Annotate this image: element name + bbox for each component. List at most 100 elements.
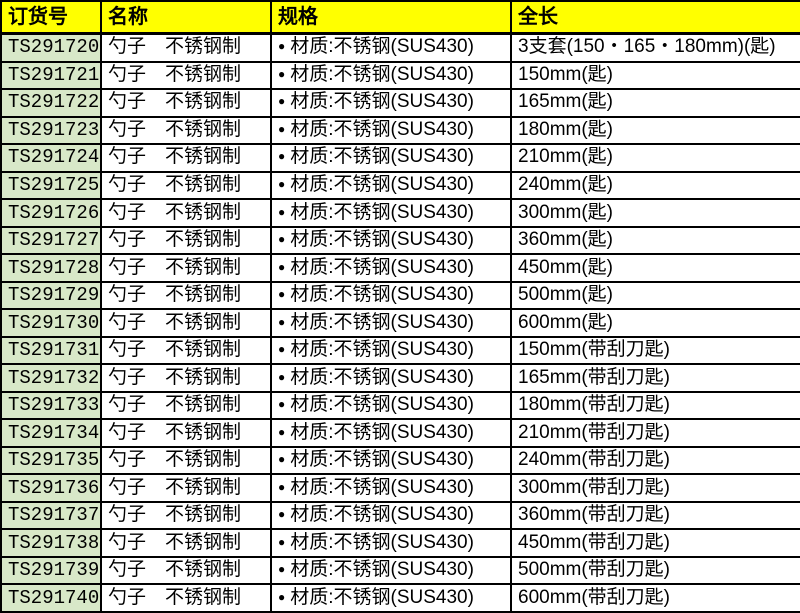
order-number-cell[interactable]: TS291728 [0,253,102,283]
order-number-cell[interactable]: TS291736 [0,473,102,503]
length-cell[interactable]: 500mm(匙) [510,280,800,311]
order-number-cell[interactable]: TS291722 [0,88,102,118]
spec-cell[interactable]: ● 材质:不锈钢(SUS430) [270,308,512,338]
spec-cell[interactable]: ● 材质:不锈钢(SUS430) [270,225,512,256]
product-name-cell[interactable]: 勺子 不锈钢制 [100,473,272,503]
order-number-cell[interactable]: TS291725 [0,170,102,201]
length-cell[interactable]: 180mm(匙) [510,115,800,146]
spec-cell[interactable]: ● 材质:不锈钢(SUS430) [270,280,512,311]
spec-cell[interactable]: ● 材质:不锈钢(SUS430) [270,115,512,146]
length-cell[interactable]: 600mm(带刮刀匙) [510,583,800,613]
product-name-cell[interactable]: 勺子 不锈钢制 [100,115,272,146]
spec-cell[interactable]: ● 材质:不锈钢(SUS430) [270,60,512,91]
order-number-cell[interactable]: TS291723 [0,115,102,146]
product-name-cell[interactable]: 勺子 不锈钢制 [100,280,272,311]
product-name-cell[interactable]: 勺子 不锈钢制 [100,500,272,531]
table-row: TS291723 勺子 不锈钢制 ● 材质:不锈钢(SUS430) 180mm(匙… [0,115,800,146]
bullet-icon: ● [278,452,286,467]
length-cell[interactable]: 360mm(匙) [510,225,800,256]
order-number-cell[interactable]: TS291732 [0,363,102,393]
length-cell[interactable]: 150mm(匙) [510,60,800,91]
length-cell[interactable]: 600mm(匙) [510,308,800,338]
product-name-cell[interactable]: 勺子 不锈钢制 [100,335,272,366]
spec-cell[interactable]: ● 材质:不锈钢(SUS430) [270,363,512,393]
length-cell[interactable]: 3支套(150・165・180mm)(匙) [510,32,800,63]
bullet-icon: ● [278,562,286,577]
product-name-cell[interactable]: 勺子 不锈钢制 [100,32,272,63]
spec-cell[interactable]: ● 材质:不锈钢(SUS430) [270,32,512,63]
spec-cell[interactable]: ● 材质:不锈钢(SUS430) [270,390,512,421]
product-name-cell[interactable]: 勺子 不锈钢制 [100,583,272,613]
spec-cell[interactable]: ● 材质:不锈钢(SUS430) [270,198,512,228]
length-cell[interactable]: 500mm(带刮刀匙) [510,555,800,586]
length-cell[interactable]: 450mm(匙) [510,253,800,283]
length-cell[interactable]: 300mm(带刮刀匙) [510,473,800,503]
product-name-cell[interactable]: 勺子 不锈钢制 [100,555,272,586]
spec-cell[interactable]: ● 材质:不锈钢(SUS430) [270,583,512,613]
spec-cell[interactable]: ● 材质:不锈钢(SUS430) [270,445,512,476]
order-number-cell[interactable]: TS291737 [0,500,102,531]
length-cell[interactable]: 240mm(匙) [510,170,800,201]
spec-text: 材质:不锈钢(SUS430) [290,421,474,443]
order-number-cell[interactable]: TS291734 [0,418,102,448]
order-number-cell[interactable]: TS291729 [0,280,102,311]
spec-cell[interactable]: ● 材质:不锈钢(SUS430) [270,335,512,366]
spec-cell[interactable]: ● 材质:不锈钢(SUS430) [270,528,512,558]
spec-cell[interactable]: ● 材质:不锈钢(SUS430) [270,500,512,531]
length-cell[interactable]: 150mm(带刮刀匙) [510,335,800,366]
table-row: TS291732 勺子 不锈钢制 ● 材质:不锈钢(SUS430) 165mm(带… [0,363,800,393]
table-row: TS291726 勺子 不锈钢制 ● 材质:不锈钢(SUS430) 300mm(匙… [0,198,800,228]
product-name-cell[interactable]: 勺子 不锈钢制 [100,253,272,283]
order-number-cell[interactable]: TS291727 [0,225,102,256]
spec-cell[interactable]: ● 材质:不锈钢(SUS430) [270,170,512,201]
order-number-cell[interactable]: TS291739 [0,555,102,586]
length-cell[interactable]: 210mm(匙) [510,143,800,173]
header-length[interactable]: 全长 [510,0,800,35]
header-name[interactable]: 名称 [100,0,272,35]
spec-cell[interactable]: ● 材质:不锈钢(SUS430) [270,143,512,173]
order-number-cell[interactable]: TS291721 [0,60,102,91]
spec-cell[interactable]: ● 材质:不锈钢(SUS430) [270,555,512,586]
spec-cell[interactable]: ● 材质:不锈钢(SUS430) [270,88,512,118]
bullet-icon: ● [278,589,286,604]
product-name-cell[interactable]: 勺子 不锈钢制 [100,363,272,393]
order-number-cell[interactable]: TS291726 [0,198,102,228]
order-number-cell[interactable]: TS291724 [0,143,102,173]
product-name-cell[interactable]: 勺子 不锈钢制 [100,143,272,173]
table-row: TS291739 勺子 不锈钢制 ● 材质:不锈钢(SUS430) 500mm(带… [0,555,800,586]
table-row: TS291734 勺子 不锈钢制 ● 材质:不锈钢(SUS430) 210mm(带… [0,418,800,448]
bullet-icon: ● [278,232,286,247]
length-cell[interactable]: 180mm(带刮刀匙) [510,390,800,421]
order-number-cell[interactable]: TS291731 [0,335,102,366]
order-number-cell[interactable]: TS291733 [0,390,102,421]
product-name-cell[interactable]: 勺子 不锈钢制 [100,390,272,421]
product-name-cell[interactable]: 勺子 不锈钢制 [100,198,272,228]
spec-cell[interactable]: ● 材质:不锈钢(SUS430) [270,473,512,503]
header-order-no[interactable]: 订货号 [0,0,102,35]
product-name-cell[interactable]: 勺子 不锈钢制 [100,418,272,448]
product-name-cell[interactable]: 勺子 不锈钢制 [100,88,272,118]
order-number-cell[interactable]: TS291730 [0,308,102,338]
order-number-cell[interactable]: TS291738 [0,528,102,558]
order-number-cell[interactable]: TS291740 [0,583,102,613]
header-spec[interactable]: 规格 [270,0,512,35]
product-name-cell[interactable]: 勺子 不锈钢制 [100,60,272,91]
length-cell[interactable]: 240mm(带刮刀匙) [510,445,800,476]
product-name-cell[interactable]: 勺子 不锈钢制 [100,528,272,558]
product-name-cell[interactable]: 勺子 不锈钢制 [100,170,272,201]
product-name-cell[interactable]: 勺子 不锈钢制 [100,225,272,256]
length-cell[interactable]: 165mm(匙) [510,88,800,118]
spec-cell[interactable]: ● 材质:不锈钢(SUS430) [270,418,512,448]
order-number-cell[interactable]: TS291735 [0,445,102,476]
order-number-cell[interactable]: TS291720 [0,32,102,63]
product-name-cell[interactable]: 勺子 不锈钢制 [100,445,272,476]
spec-cell[interactable]: ● 材质:不锈钢(SUS430) [270,253,512,283]
length-cell[interactable]: 300mm(匙) [510,198,800,228]
length-cell[interactable]: 210mm(带刮刀匙) [510,418,800,448]
bullet-icon: ● [278,66,286,81]
length-cell[interactable]: 165mm(带刮刀匙) [510,363,800,393]
product-name-cell[interactable]: 勺子 不锈钢制 [100,308,272,338]
length-cell[interactable]: 360mm(带刮刀匙) [510,500,800,531]
length-cell[interactable]: 450mm(带刮刀匙) [510,528,800,558]
table-row: TS291727 勺子 不锈钢制 ● 材质:不锈钢(SUS430) 360mm(匙… [0,225,800,256]
